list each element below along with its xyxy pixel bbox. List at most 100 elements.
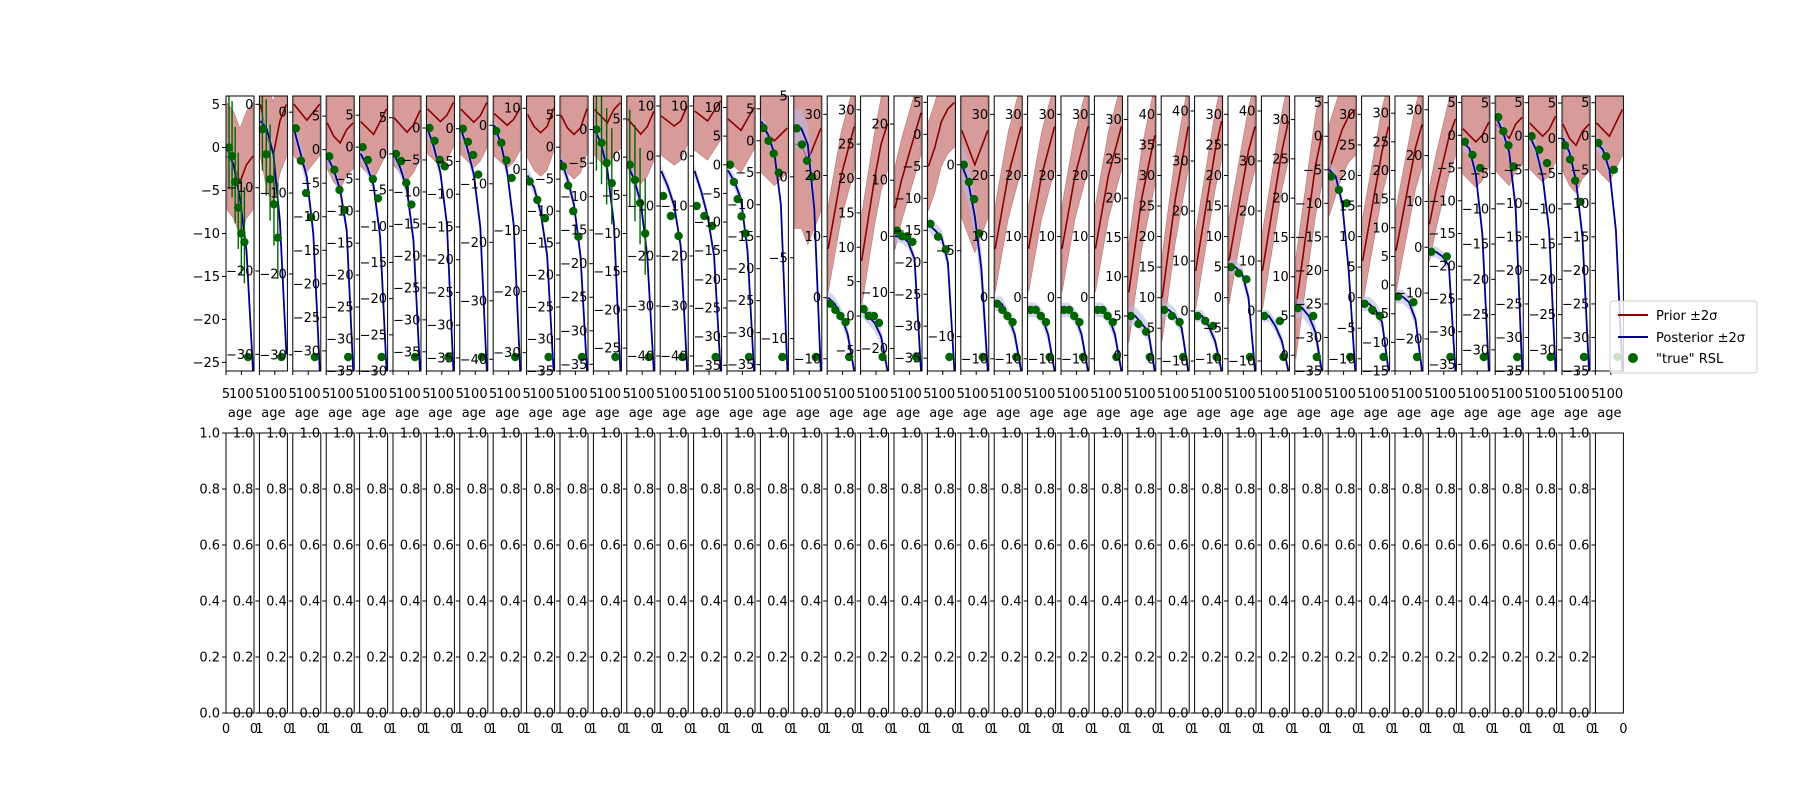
y-tick-label: 0.0 bbox=[467, 707, 488, 722]
x-tick-label: 5 bbox=[756, 387, 764, 402]
bottom-panel-34: 1.00.80.60.40.20.01 0 bbox=[1302, 427, 1361, 738]
y-tick-label: −25 bbox=[426, 286, 453, 301]
x-tick-label: 1 bbox=[1324, 722, 1332, 737]
panel-plot-area bbox=[1061, 96, 1089, 371]
y-tick-label: −10 bbox=[627, 200, 654, 215]
rsl-marker bbox=[764, 136, 773, 145]
rsl-marker bbox=[259, 125, 267, 134]
y-tick-label: 30 bbox=[1072, 108, 1089, 123]
panel-plot-area bbox=[1562, 96, 1590, 371]
y-tick-label: 0.4 bbox=[400, 595, 421, 610]
panel-frame bbox=[1528, 95, 1558, 372]
posterior-band bbox=[561, 152, 587, 371]
y-tick-label: 0.6 bbox=[767, 539, 788, 554]
rsl-marker bbox=[707, 221, 717, 231]
y-tick-label: −15 bbox=[1495, 230, 1522, 245]
y-tick-label: 0.6 bbox=[1569, 539, 1590, 554]
rsl-marker bbox=[468, 150, 478, 160]
rsl-marker bbox=[240, 237, 249, 247]
prior-line bbox=[1128, 135, 1156, 293]
y-tick-label: −15 bbox=[1295, 230, 1322, 245]
y-tick-label: 0 bbox=[1314, 130, 1322, 145]
y-tick-label: 30 bbox=[1406, 103, 1423, 118]
y-tick-label: 15 bbox=[1339, 200, 1356, 215]
rsl-marker bbox=[1499, 127, 1508, 136]
x-axis-label: age bbox=[1497, 406, 1521, 421]
y-tick-label: −5 bbox=[1336, 322, 1355, 337]
x-tick-label: 5 bbox=[1558, 387, 1566, 402]
x-tick-label: 1 bbox=[923, 722, 931, 737]
x-tick-label: 100 bbox=[1331, 387, 1356, 402]
x-tick-label: 1 bbox=[1291, 722, 1299, 737]
x-tick-label: 5 bbox=[1257, 387, 1265, 402]
rsl-marker bbox=[1075, 317, 1084, 327]
rsl-marker bbox=[1070, 311, 1079, 321]
x-tick-label: 0 bbox=[985, 722, 993, 737]
y-tick-label: 25 bbox=[1139, 200, 1156, 215]
y-tick-label: 1.0 bbox=[533, 427, 554, 442]
x-tick-label: 0 bbox=[1051, 722, 1059, 737]
posterior-band bbox=[293, 118, 320, 371]
y-tick-label: 0 bbox=[1548, 132, 1556, 147]
x-tick-label: 0 bbox=[517, 722, 525, 737]
bottom-panel-1: 1.00.80.60.40.20.00 0 bbox=[199, 427, 258, 738]
y-tick-label: −35 bbox=[1562, 365, 1589, 380]
prior-band bbox=[1061, 96, 1089, 293]
y-tick-label: −10 bbox=[1462, 202, 1489, 217]
y-tick-label: 0.2 bbox=[1502, 651, 1523, 666]
rsl-marker bbox=[540, 214, 550, 223]
x-tick-label: 5 bbox=[890, 387, 898, 402]
x-axis-label: age bbox=[1163, 406, 1187, 421]
y-tick-label: 0.4 bbox=[300, 595, 321, 610]
x-tick-label: 0 bbox=[550, 722, 558, 737]
panel-frame bbox=[826, 95, 856, 372]
panel-plot-area bbox=[1528, 96, 1557, 371]
y-tick-label: 0 bbox=[245, 98, 253, 113]
y-tick-label: 30 bbox=[1372, 107, 1389, 122]
y-tick-label: 0.6 bbox=[1402, 539, 1423, 554]
posterior-line bbox=[560, 159, 588, 371]
rsl-marker bbox=[1261, 311, 1269, 321]
bottom-panel-20: 1.00.80.60.40.20.01 0 bbox=[834, 427, 893, 738]
x-tick-label: 0 bbox=[450, 722, 458, 737]
panel-frame bbox=[1394, 95, 1424, 372]
x-tick-label: 1 bbox=[1558, 722, 1566, 737]
y-tick-label: 10 bbox=[805, 230, 822, 245]
x-tick-label: 1 bbox=[456, 722, 464, 737]
x-axis-label: age bbox=[762, 406, 786, 421]
x-tick-label: 0 bbox=[1419, 722, 1427, 737]
y-tick-label: −10 bbox=[1495, 197, 1522, 212]
y-tick-label: −20 bbox=[293, 277, 320, 292]
x-tick-label: 1 bbox=[1524, 722, 1532, 737]
y-tick-label: 0.4 bbox=[700, 595, 721, 610]
y-tick-label: 0.4 bbox=[233, 595, 254, 610]
prior-line bbox=[393, 110, 421, 134]
y-tick-label: 0.0 bbox=[567, 707, 588, 722]
panel-frame bbox=[826, 432, 856, 714]
y-tick-label: 0 bbox=[546, 141, 554, 156]
y-tick-label: −20 bbox=[660, 250, 687, 265]
rsl-marker bbox=[1003, 311, 1012, 321]
rsl-marker bbox=[1368, 305, 1377, 315]
y-tick-label: −25 bbox=[894, 288, 921, 303]
prior-line bbox=[1061, 126, 1089, 249]
rsl-marker bbox=[459, 124, 467, 133]
rsl-marker-low bbox=[1279, 352, 1288, 362]
y-tick-label: 30 bbox=[1139, 169, 1156, 184]
panel-plot-area bbox=[994, 96, 1023, 371]
panel-frame bbox=[559, 432, 589, 714]
y-tick-label: 0.2 bbox=[1268, 651, 1289, 666]
rsl-marker bbox=[1461, 137, 1469, 147]
rsl-marker bbox=[908, 237, 917, 247]
bottom-panel-21: 1.00.80.60.40.20.01 0 bbox=[867, 427, 926, 738]
rsl-marker bbox=[1167, 311, 1177, 321]
y-tick-label: 10 bbox=[838, 241, 855, 256]
rsl-marker bbox=[396, 156, 406, 166]
y-tick-label: 0 bbox=[1080, 291, 1088, 306]
x-tick-label: 100 bbox=[296, 387, 321, 402]
x-tick-label: 5 bbox=[1224, 387, 1232, 402]
rsl-marker bbox=[1228, 262, 1236, 272]
posterior-line bbox=[593, 129, 622, 371]
